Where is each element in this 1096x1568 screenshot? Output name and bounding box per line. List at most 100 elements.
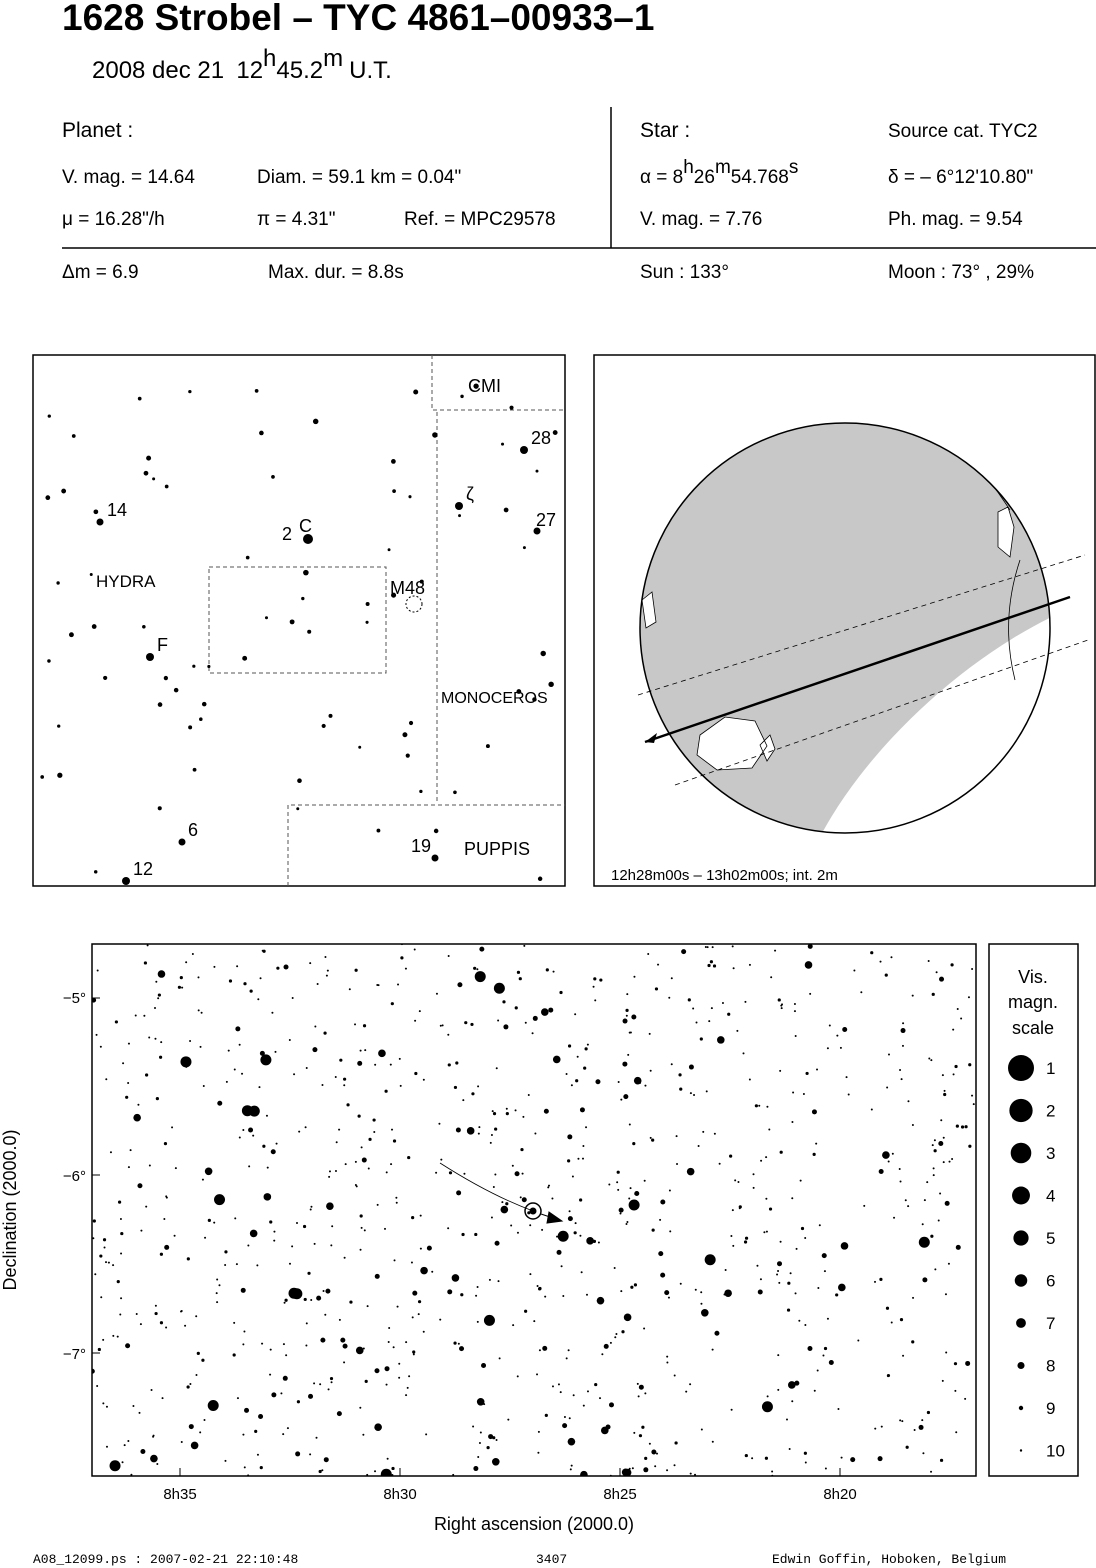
finder-star	[537, 876, 543, 882]
footer-file: A08_12099.ps : 2007-02-21 22:10:48	[33, 1552, 298, 1567]
field-star	[594, 999, 597, 1002]
field-star	[918, 1424, 924, 1430]
field-star	[623, 1095, 626, 1098]
field-star	[364, 1379, 368, 1383]
field-star	[585, 1293, 588, 1296]
field-star	[207, 1399, 219, 1411]
field-star	[765, 1156, 768, 1159]
field-star	[972, 1103, 975, 1106]
field-star	[793, 1003, 796, 1006]
field-star	[634, 1191, 640, 1197]
field-star	[463, 1172, 466, 1175]
field-star	[243, 1330, 246, 1333]
field-star	[552, 1055, 561, 1064]
field-star	[816, 1369, 819, 1372]
field-star	[941, 1379, 944, 1382]
field-star	[582, 1145, 585, 1148]
field-star	[884, 973, 888, 977]
field-star	[616, 1181, 619, 1184]
field-star	[799, 1179, 802, 1182]
field-star	[664, 1290, 670, 1296]
field-star	[911, 1123, 914, 1126]
field-star	[273, 1230, 276, 1233]
field-star	[804, 961, 813, 969]
field-star	[247, 1244, 250, 1247]
field-star	[314, 1025, 317, 1028]
field-star	[628, 1197, 631, 1200]
field-star	[794, 1292, 797, 1295]
field-star	[658, 1251, 664, 1257]
finder-star	[432, 432, 438, 438]
field-star	[543, 1108, 549, 1114]
finder-star	[552, 430, 558, 435]
field-star	[329, 1376, 334, 1381]
field-star	[441, 1024, 444, 1027]
field-star	[880, 1425, 883, 1428]
field-star	[186, 1385, 190, 1389]
field-star	[475, 1294, 478, 1297]
field-star	[159, 1252, 163, 1256]
field-star	[464, 1021, 468, 1025]
field-star	[154, 1037, 157, 1040]
field-star	[197, 976, 200, 979]
field-star	[619, 1212, 622, 1215]
field-star	[944, 1293, 947, 1296]
finder-label: 27	[536, 510, 556, 530]
field-star	[275, 1142, 278, 1145]
field-star	[397, 983, 400, 986]
field-star	[540, 1008, 549, 1016]
field-star	[473, 1466, 479, 1472]
field-star	[654, 987, 659, 991]
field-star	[256, 1453, 259, 1456]
field-star	[694, 1473, 697, 1476]
field-star	[125, 1095, 129, 1099]
finder-label: ζ	[466, 484, 474, 504]
field-star	[795, 1247, 798, 1250]
field-star	[752, 1186, 755, 1189]
field-star	[404, 967, 407, 970]
field-star	[930, 1470, 933, 1473]
field-star	[764, 1456, 769, 1460]
scale-label: 3	[1046, 1144, 1055, 1163]
field-star	[711, 1440, 714, 1443]
field-star	[334, 1075, 337, 1078]
field-star	[516, 1375, 519, 1378]
field-star	[388, 1326, 391, 1329]
field-star	[562, 1294, 565, 1297]
field-star	[366, 1305, 369, 1308]
field-star	[533, 1320, 536, 1323]
field-star	[99, 1254, 103, 1258]
field-star	[494, 1240, 500, 1246]
field-star	[159, 1055, 163, 1059]
field-star	[777, 1269, 780, 1272]
finder-star	[535, 469, 539, 473]
field-star	[968, 1063, 972, 1067]
field-star	[874, 1280, 877, 1283]
field-star	[477, 1455, 480, 1458]
field-star	[117, 1200, 122, 1204]
finder-star	[419, 579, 424, 584]
field-star	[502, 1000, 506, 1004]
field-star	[891, 1152, 894, 1155]
field-star	[143, 1014, 146, 1017]
field-star	[419, 1247, 422, 1250]
finder-star	[485, 744, 490, 749]
field-star	[826, 1047, 829, 1050]
field-star	[890, 1321, 893, 1324]
field-star	[538, 1349, 541, 1352]
field-star	[271, 1011, 274, 1014]
field-star	[201, 1178, 204, 1181]
field-star	[417, 1300, 422, 1304]
field-star	[199, 1431, 202, 1434]
field-star	[731, 1209, 734, 1212]
field-star	[139, 1323, 142, 1326]
finder-star	[312, 418, 319, 425]
field-star	[583, 1066, 587, 1070]
field-star	[400, 944, 403, 946]
field-star	[582, 1404, 585, 1407]
field-star	[954, 1389, 957, 1392]
field-star	[99, 1045, 102, 1048]
field-star	[471, 1092, 475, 1096]
finder-star	[61, 488, 67, 494]
field-star	[579, 1107, 585, 1113]
